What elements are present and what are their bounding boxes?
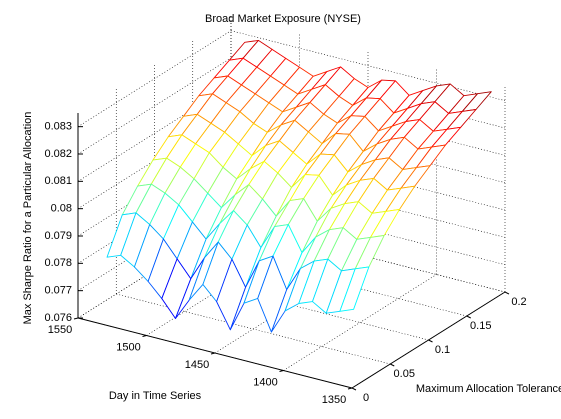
x-tick-label: 1550	[48, 324, 72, 336]
z-tick-label: 0.079	[44, 230, 72, 242]
z-tick-label: 0.08	[51, 203, 72, 215]
tick-mark	[390, 363, 395, 367]
x-axis-label: Day in Time Series	[109, 390, 202, 402]
y-axis-label: Maximum Allocation Tolerance	[416, 383, 561, 395]
tick-mark	[73, 317, 79, 320]
y-tick-label: 0.05	[394, 368, 415, 380]
x-tick-label: 1400	[253, 376, 277, 388]
z-tick-label: 0.078	[44, 257, 72, 269]
x-tick-label: 1500	[116, 341, 140, 353]
z-tick-label: 0.076	[44, 312, 72, 324]
x-tick-label: 1450	[185, 359, 209, 371]
grid-line	[230, 30, 506, 101]
tick-mark	[504, 291, 510, 295]
x-axis	[77, 317, 353, 389]
z-tick-label: 0.083	[44, 121, 72, 133]
z-tick-label: 0.082	[44, 148, 72, 160]
y-tick-label: 0.15	[470, 320, 491, 332]
surface-cell	[339, 266, 370, 312]
z-tick-label: 0.077	[44, 285, 72, 297]
grid-line	[77, 30, 232, 127]
z-tick-label: 0.081	[44, 175, 72, 187]
y-tick-label: 0	[363, 392, 369, 404]
tick-mark	[428, 339, 433, 343]
chart-title: Broad Market Exposure (NYSE)	[205, 13, 361, 25]
grid-line	[77, 57, 232, 155]
x-tick-label: 1350	[322, 394, 346, 406]
grid-line	[116, 293, 391, 365]
z-axis-label: Max Sharpe Ratio for a Particular Alloca…	[22, 112, 34, 325]
y-tick-label: 0.2	[511, 296, 526, 308]
y-tick-label: 0.1	[435, 344, 450, 356]
tick-mark	[351, 387, 357, 391]
grid-line	[283, 274, 437, 371]
y-axis	[351, 291, 506, 389]
tick-mark	[466, 315, 471, 319]
